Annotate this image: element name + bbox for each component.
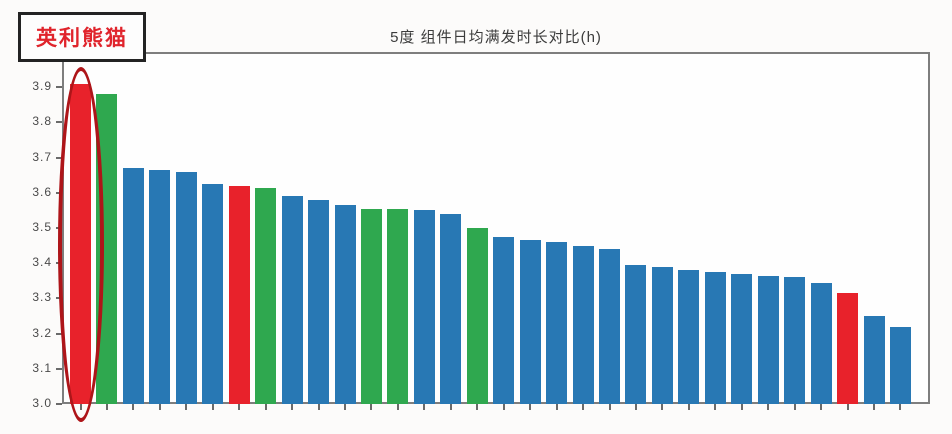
y-tick-mark (56, 121, 62, 124)
x-tick-mark (582, 404, 585, 410)
y-tick-label: 3.5 (32, 220, 52, 234)
y-tick-label: 3.9 (32, 79, 52, 94)
x-tick-mark (555, 404, 558, 410)
x-tick-mark (423, 404, 426, 410)
bar-30 (837, 293, 859, 404)
bar-24 (678, 270, 700, 404)
x-tick-mark (449, 404, 452, 410)
x-tick-mark (793, 404, 796, 410)
x-tick-mark (476, 404, 479, 410)
x-tick-mark (317, 404, 320, 410)
bar-25 (704, 272, 726, 404)
x-tick-mark (238, 404, 241, 410)
chart-title: 5度 组件日均满发时长对比(h) (390, 29, 602, 46)
bar-9 (281, 196, 303, 404)
bar-10 (308, 199, 330, 404)
x-tick-mark (211, 404, 214, 410)
bar-22 (625, 264, 647, 404)
x-tick-mark (370, 404, 373, 410)
bar-19 (546, 242, 568, 404)
x-tick-mark (264, 404, 267, 410)
x-tick-mark (661, 404, 664, 410)
y-tick-label: 3.1 (32, 360, 52, 375)
bar-23 (651, 266, 673, 404)
bar-3 (122, 168, 144, 404)
y-tick-mark (56, 367, 62, 370)
bar-31 (863, 316, 885, 404)
bar-12 (360, 208, 382, 404)
x-tick-mark (185, 404, 188, 410)
bar-4 (149, 169, 171, 404)
y-tick-mark (56, 86, 62, 89)
bar-29 (810, 282, 832, 404)
bar-16 (466, 228, 488, 404)
x-tick-mark (105, 404, 108, 410)
bar-7 (228, 185, 250, 404)
y-tick-mark (56, 403, 62, 405)
bar-11 (334, 205, 356, 404)
bar-27 (757, 275, 779, 404)
bar-21 (599, 249, 620, 404)
bars-layer (62, 52, 930, 404)
x-tick-mark (608, 404, 611, 410)
y-tick-label: 3.3 (32, 290, 52, 305)
x-tick-mark (714, 404, 717, 410)
bar-13 (387, 208, 409, 404)
x-tick-mark (158, 404, 161, 410)
x-tick-mark (291, 404, 294, 410)
x-tick-mark (740, 404, 743, 410)
x-tick-mark (344, 404, 346, 410)
bar-5 (175, 171, 197, 404)
y-tick-mark (56, 156, 62, 159)
highlight-ellipse (58, 67, 104, 422)
x-tick-mark (132, 404, 135, 410)
x-tick-mark (396, 404, 399, 410)
x-tick-mark (529, 404, 532, 410)
bar-20 (572, 245, 594, 404)
y-tick-label: 3.2 (32, 325, 52, 340)
bar-28 (784, 277, 806, 404)
bar-32 (889, 326, 911, 404)
y-tick-label: 3.0 (32, 396, 52, 410)
bar-14 (413, 210, 435, 404)
y-tick-label: 3.8 (32, 114, 52, 129)
bar-17 (493, 236, 515, 404)
x-tick-mark (846, 404, 849, 410)
highlight-label-box: 英利熊猫 (18, 12, 146, 62)
y-tick-label: 3.6 (32, 184, 52, 199)
bar-26 (731, 273, 753, 404)
x-tick-mark (899, 404, 902, 410)
x-tick-mark (687, 404, 690, 410)
y-tick-label: 3.4 (32, 255, 52, 270)
x-tick-mark (634, 404, 637, 410)
bar-15 (440, 213, 462, 404)
bar-6 (202, 184, 224, 404)
x-tick-mark (873, 404, 875, 410)
bar-18 (519, 240, 541, 404)
y-tick-mark (56, 332, 62, 335)
x-tick-mark (820, 404, 823, 410)
y-tick-label: 3.7 (32, 149, 52, 164)
x-tick-mark (767, 404, 770, 410)
highlight-label: 英利熊猫 (36, 27, 128, 50)
x-tick-mark (502, 404, 505, 410)
bar-8 (255, 187, 277, 404)
